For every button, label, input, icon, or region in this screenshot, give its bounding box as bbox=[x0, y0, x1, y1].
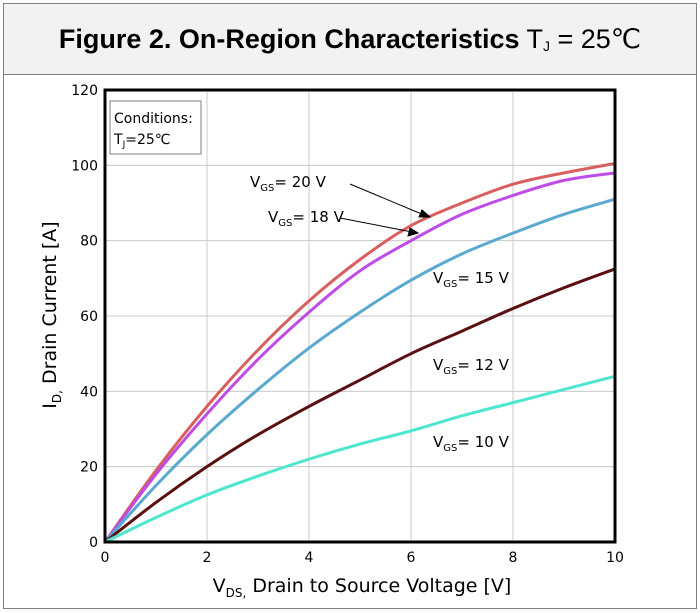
y-tick-label-5: 100 bbox=[71, 158, 98, 174]
x-tick-label-2: 4 bbox=[305, 550, 314, 566]
series-label-vgs-20: VGS= 20 V bbox=[250, 173, 327, 194]
x-axis-label-text: Drain to Source Voltage [V] bbox=[246, 575, 511, 597]
y-axis-label-text: Drain Current [A] bbox=[39, 221, 61, 390]
x-tick-label-3: 6 bbox=[407, 550, 416, 566]
annotation-arrows bbox=[340, 184, 430, 236]
grid-lines bbox=[105, 90, 615, 542]
series-label-vgs-12-text: = 12 V bbox=[457, 356, 509, 374]
y-tick-label-3: 60 bbox=[80, 309, 98, 325]
arrowhead-vgs-18 bbox=[408, 228, 418, 236]
series-label-vgs-10: VGS= 10 V bbox=[433, 433, 510, 454]
y-tick-label-0: 0 bbox=[89, 535, 98, 551]
y-tick-labels: 0 20 40 60 80 100 120 bbox=[71, 83, 98, 551]
series-label-vgs-20-text: = 20 V bbox=[274, 173, 326, 191]
conditions-box: Conditions: TJ=25℃ bbox=[110, 101, 201, 154]
x-tick-label-5: 10 bbox=[606, 550, 624, 566]
y-tick-label-6: 120 bbox=[71, 83, 98, 99]
conditions-temp-rest: =25℃ bbox=[125, 132, 170, 148]
series-label-vgs-18-text: = 18 V bbox=[292, 208, 344, 226]
series-label-vgs-12: VGS= 12 V bbox=[433, 356, 510, 377]
series-label-vgs-18-sub: GS bbox=[278, 218, 292, 229]
series-label-vgs-10-sub: GS bbox=[443, 443, 457, 454]
arrowhead-vgs-20 bbox=[419, 210, 430, 217]
arrow-vgs-18 bbox=[340, 218, 412, 232]
x-tick-labels: 0 2 4 6 8 10 bbox=[101, 550, 624, 566]
series-lines bbox=[105, 163, 615, 542]
series-label-vgs-15: VGS= 15 V bbox=[433, 269, 510, 290]
series-label-vgs-10-text: = 10 V bbox=[457, 433, 509, 451]
x-tick-label-4: 8 bbox=[509, 550, 518, 566]
x-axis-label: VDS, Drain to Source Voltage [V] bbox=[213, 575, 512, 600]
x-tick-label-1: 2 bbox=[203, 550, 212, 566]
conditions-heading: Conditions: bbox=[114, 111, 193, 127]
series-labels: VGS= 20 V VGS= 18 V VGS= 15 V VGS= 12 V … bbox=[250, 173, 510, 454]
y-axis-label: ID, Drain Current [A] bbox=[39, 221, 64, 408]
y-tick-label-2: 40 bbox=[80, 384, 98, 400]
conditions-temp-t: T bbox=[113, 132, 123, 148]
arrow-vgs-20 bbox=[350, 184, 424, 215]
series-label-vgs-12-sub: GS bbox=[443, 366, 457, 377]
series-label-vgs-18: VGS= 18 V bbox=[268, 208, 345, 229]
series-label-vgs-15-text: = 15 V bbox=[457, 269, 509, 287]
series-label-vgs-15-sub: GS bbox=[443, 279, 457, 290]
y-tick-label-4: 80 bbox=[80, 234, 98, 250]
x-axis-label-sub: DS, bbox=[226, 586, 247, 600]
x-tick-label-0: 0 bbox=[101, 550, 110, 566]
y-tick-label-1: 20 bbox=[80, 460, 98, 476]
series-label-vgs-20-sub: GS bbox=[260, 183, 274, 194]
y-axis-label-sub: D, bbox=[50, 390, 64, 403]
series-line-2 bbox=[105, 199, 615, 542]
series-line-3 bbox=[105, 269, 615, 542]
x-axis-label-sym: V bbox=[213, 575, 226, 597]
series-line-1 bbox=[105, 173, 615, 542]
conditions-temp: TJ=25℃ bbox=[113, 132, 171, 150]
